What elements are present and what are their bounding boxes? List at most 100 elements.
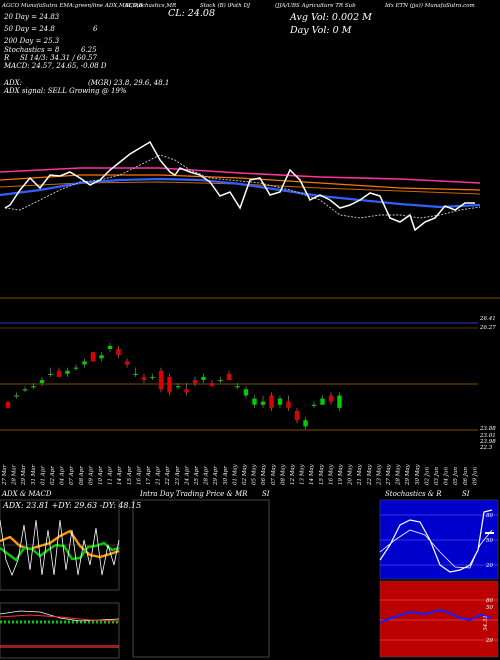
date-tick-label: 28 Apr (204, 466, 210, 486)
legend-macd: MACD: 24.57, 24.65, -0.08 D (4, 62, 107, 70)
stoch-d-line (379, 529, 493, 569)
legend-stochastics-right: 6.25 (81, 46, 97, 54)
date-tick-label: 29 Mar (21, 464, 27, 486)
stoch-tick-50: 50 (486, 538, 493, 544)
date-tick-label: 21 May (357, 463, 363, 486)
candle-body (22, 389, 28, 391)
date-tick-label: 14 Apr (117, 466, 123, 485)
ma-dotted-line (4, 154, 481, 219)
header-source: Idx ETN (jja)) MunafaSutra.com (385, 3, 475, 9)
stoch-panel-title: Stochastics & R (385, 490, 442, 498)
legend-ma50: 50 Day = 24.8 (4, 25, 55, 33)
date-tick-label: 23 Apr (175, 466, 181, 486)
legend-rsi: R (4, 54, 10, 62)
date-tick-label: 15 Apr (127, 466, 133, 485)
date-tick-label: 08 Apr (79, 466, 85, 485)
candlesticks (5, 342, 342, 430)
candle-body (218, 380, 223, 382)
candle-body (201, 376, 206, 380)
date-tick-label: 14 May (309, 463, 315, 485)
header-ticker-desc2: (JJA/UBS Agriculture TR Sub (275, 3, 356, 9)
candle-body (209, 383, 215, 387)
date-tick-label: 02 Jun (424, 467, 430, 485)
price-label-4: 23.01 (480, 433, 496, 439)
candle-body (260, 401, 266, 405)
header-close: CL: 24.08 (168, 8, 215, 19)
stoch-panel-si: SI (462, 490, 470, 498)
date-tick-label: 29 Apr (213, 466, 219, 486)
macd-panel (0, 602, 120, 659)
header-line1: AGCO MunafaSutra EMA:green/line ADX,MACD… (2, 3, 143, 9)
ma20-line (0, 177, 481, 209)
header-ticker-desc: Stock (B) iPath DJ (200, 3, 251, 9)
stochastics-panel (379, 499, 499, 580)
candle-body (141, 376, 147, 380)
candle-body (243, 389, 249, 396)
rsi-panel (379, 580, 499, 658)
adx-values: ADX: 23.81 +DY: 29.63 -DY: 48.15 (3, 501, 142, 510)
candle-body (337, 395, 342, 408)
candle-body (328, 395, 334, 402)
candle-body (320, 398, 325, 405)
avg-volume: Avg Vol: 0.002 M (290, 12, 372, 23)
candle-body (133, 373, 138, 376)
date-tick-label: 04 Jun (444, 467, 450, 485)
candle-body (107, 345, 113, 350)
candle-body (14, 395, 19, 397)
price-label-5: 23.98 (480, 439, 496, 445)
price-label-1: 26.41 (480, 316, 496, 322)
date-tick-label: 03 Jun (434, 467, 440, 485)
candle-body (5, 401, 11, 408)
date-tick-label: 16 Apr (136, 466, 142, 485)
day-volume: Day Vol: 0 M (290, 25, 352, 36)
header-studies: SI,Stochastics,MR (125, 3, 177, 9)
rsi-value: 34.31 (482, 615, 489, 631)
candle-body (226, 373, 232, 380)
candle-body (286, 401, 291, 408)
date-tick-label: 12 May (290, 463, 296, 485)
macd-line (0, 610, 120, 622)
date-tick-label: 24 Apr (184, 466, 190, 486)
legend-ma50-right: 6 (93, 25, 98, 33)
rsi-line (379, 608, 493, 623)
date-tick-label: 27 May (386, 463, 392, 486)
date-tick-label: 07 Apr (69, 466, 75, 485)
date-tick-label: 06 Jun (463, 467, 469, 485)
candle-body (124, 361, 130, 365)
candle-body (311, 404, 317, 406)
date-tick-label: 21 Apr (156, 466, 162, 486)
stoch-tick-80: 80 (486, 513, 493, 519)
candle-body (269, 395, 274, 408)
candle-body (175, 386, 181, 388)
legend-ma200: 200 Day = 25.3 (4, 37, 60, 45)
date-tick-label: 25 Apr (194, 466, 200, 486)
intraday-panel (132, 499, 270, 658)
legend-mgr: (MGR) 23.8, 29.6, 48.1 (88, 79, 170, 87)
date-tick-label: 10 Apr (98, 466, 104, 485)
date-tick-label: 04 Apr (60, 466, 66, 485)
date-tick-label: 27 Mar (2, 464, 8, 486)
date-tick-label: 23 May (376, 463, 382, 486)
candle-body (99, 355, 104, 359)
date-tick-label: 11 Apr (108, 466, 114, 485)
adx-panel-title: ADX & MACD (2, 490, 52, 498)
candle-body (294, 410, 300, 421)
candle-body (31, 386, 36, 388)
date-tick-label: 22 May (367, 463, 373, 486)
price-line (4, 140, 475, 232)
date-tick-label: 02 Apr (50, 466, 56, 485)
date-tick-label: 05 Jun (453, 467, 459, 485)
date-tick-label: 20 May (348, 463, 354, 486)
rsi-tick-20: 20 (486, 638, 493, 644)
date-tick-label: 09 Apr (88, 466, 94, 485)
date-tick-label: 29 May (405, 463, 411, 486)
intra-panel-title: Intra Day Trading Price & MR (140, 490, 248, 498)
moving-averages (0, 140, 481, 232)
date-tick-label: 17 Apr (146, 466, 152, 485)
candle-body (158, 370, 164, 390)
candle-body (303, 420, 308, 427)
adx-panel (0, 499, 120, 591)
legend-stochastics: Stochastics = 8 (4, 46, 60, 54)
candle-body (65, 370, 70, 374)
candle-body (116, 349, 121, 356)
